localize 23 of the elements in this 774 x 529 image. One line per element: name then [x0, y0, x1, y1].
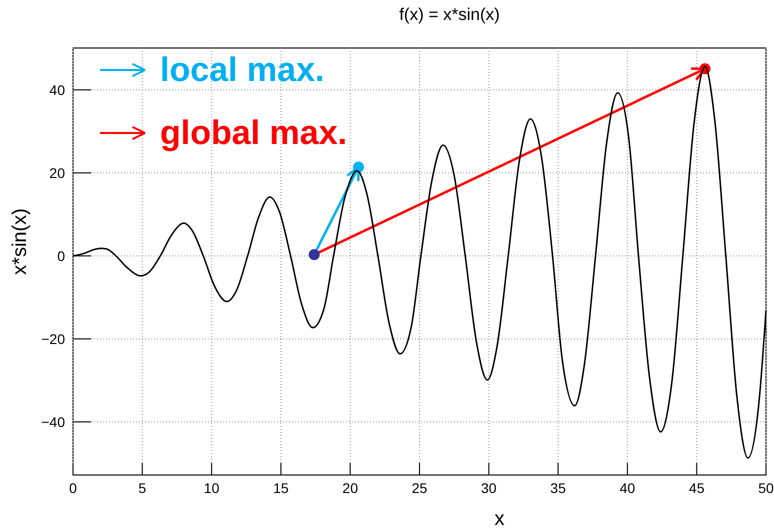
point — [353, 162, 364, 173]
y-tick-label: −20 — [41, 330, 66, 347]
x-tick-label: 15 — [273, 480, 289, 496]
x-tick-label: 30 — [481, 480, 497, 496]
x-tick-label: 5 — [138, 480, 146, 496]
x-tick-label: 50 — [758, 480, 774, 496]
y-tick-label: 20 — [49, 164, 66, 181]
legend-label: local max. — [160, 51, 324, 89]
x-tick-label: 0 — [69, 480, 78, 496]
x-tick-label: 35 — [550, 480, 566, 496]
point — [308, 249, 320, 260]
x-tick-label: 45 — [688, 480, 705, 496]
x-tick-label: 10 — [204, 480, 220, 496]
x-tick-label: 20 — [342, 480, 358, 496]
x-tick-label: 40 — [620, 480, 636, 496]
x-axis-title: x — [494, 508, 504, 529]
x-tick-label: 25 — [412, 480, 428, 496]
y-tick-label: 0 — [57, 248, 66, 264]
legend-label: global max. — [160, 114, 348, 152]
y-tick-label: −40 — [41, 414, 66, 430]
y-tick-label: 40 — [49, 82, 66, 98]
y-axis-title: x*sin(x) — [9, 208, 31, 275]
chart-title: f(x) = x*sin(x) — [399, 5, 500, 24]
